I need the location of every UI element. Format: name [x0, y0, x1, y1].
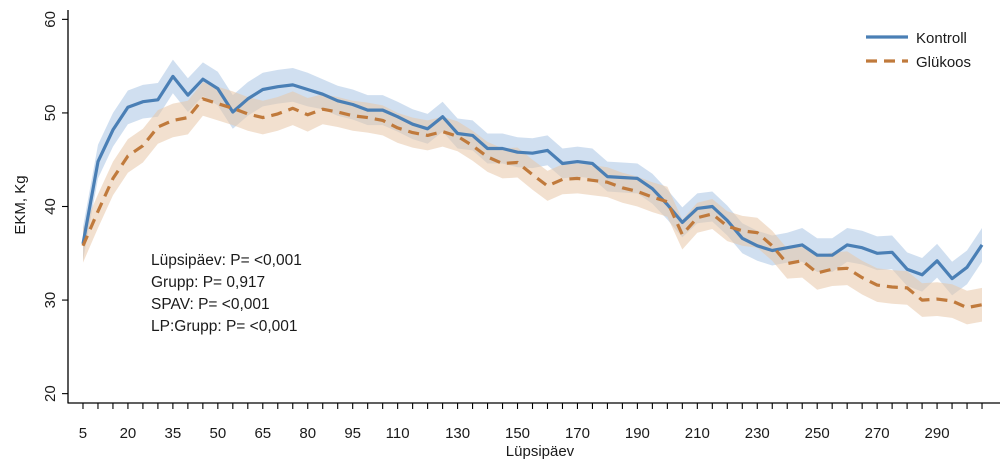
legend: Kontroll Glükoos	[866, 30, 971, 71]
annotation-spav: SPAV: P= <0,001	[151, 296, 270, 313]
x-tick-label: 5	[79, 425, 87, 442]
x-tick-label: 65	[254, 425, 271, 442]
x-tick-label: 270	[865, 425, 890, 442]
confidence-bands	[83, 59, 982, 325]
annotation-grupp: Grupp: P= 0,917	[151, 274, 265, 291]
x-tick-label: 130	[445, 425, 470, 442]
y-tick-label: 50	[42, 105, 59, 122]
line-series-0	[81, 74, 984, 281]
x-tick-label: 110	[386, 425, 410, 442]
x-tick-label: 290	[925, 425, 950, 442]
band-series-1	[83, 82, 982, 325]
legend-label-glukoos: Glükoos	[916, 54, 971, 71]
y-axis-title: EKM, Kg	[12, 175, 29, 234]
x-tick-label: 80	[299, 425, 316, 442]
series-lines	[81, 74, 984, 310]
x-tick-label: 190	[625, 425, 650, 442]
legend-label-kontroll: Kontroll	[916, 30, 967, 47]
annotation-lupsipaev: Lüpsipäev: P= <0,001	[151, 252, 302, 269]
x-tick-label: 50	[209, 425, 226, 442]
annotation-lp-grupp: LP:Grupp: P= <0,001	[151, 318, 298, 335]
y-tick-label: 40	[42, 198, 59, 215]
y-tick-label: 20	[42, 385, 59, 402]
x-tick-label: 210	[685, 425, 710, 442]
x-tick-label: 35	[165, 425, 182, 442]
y-tick-label: 60	[42, 11, 59, 28]
x-tick-label: 20	[120, 425, 137, 442]
x-axis-title: Lüpsipäev	[506, 443, 575, 460]
statistics-annotations: Lüpsipäev: P= <0,001 Grupp: P= 0,917 SPA…	[151, 252, 302, 335]
axes: 5 20 35 50 65 80 95 110 130 150 170 190 210 230 250 270…	[42, 10, 1000, 442]
x-tick-label: 95	[344, 425, 361, 442]
x-tick-label: 150	[505, 425, 530, 442]
x-tick-label: 170	[565, 425, 590, 442]
x-tick-label: 250	[805, 425, 830, 442]
x-tick-label: 230	[745, 425, 770, 442]
y-tick-label: 30	[42, 292, 59, 309]
